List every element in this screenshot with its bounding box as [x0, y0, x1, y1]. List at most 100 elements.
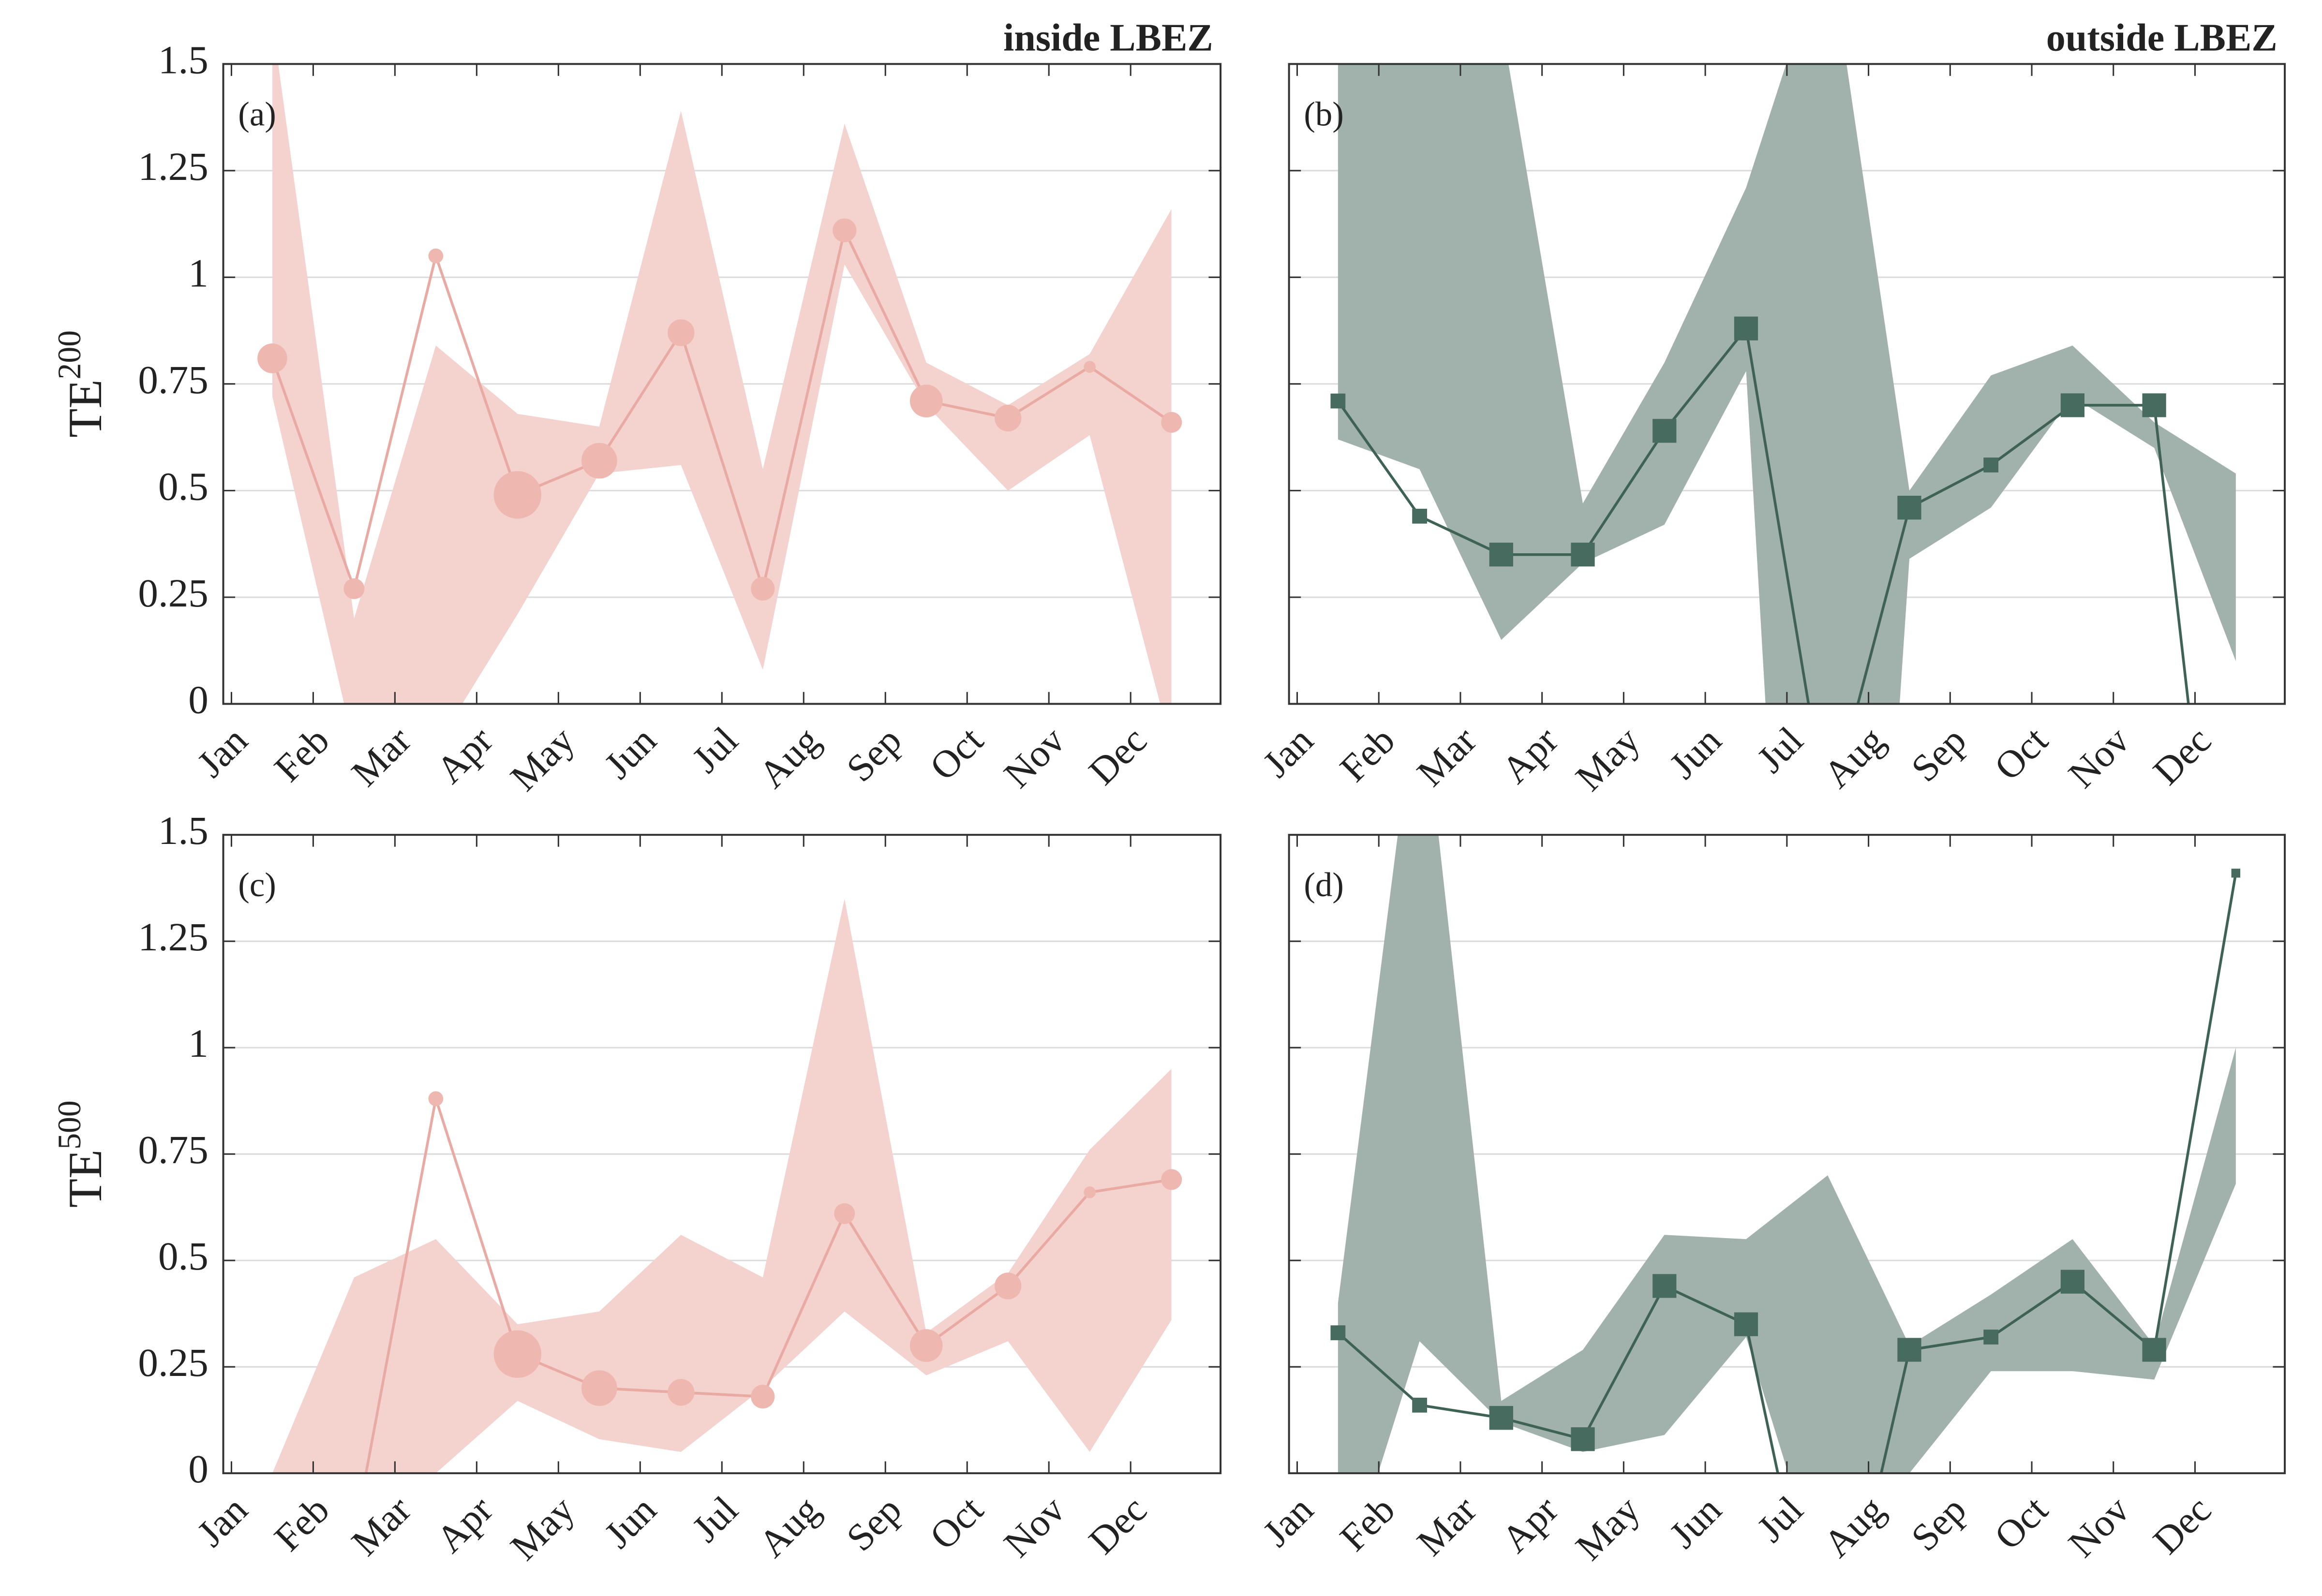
marker — [343, 578, 365, 599]
x-tick-label: Apr — [428, 719, 501, 792]
x-tick-label: May — [503, 719, 583, 799]
marker — [668, 1379, 695, 1406]
y-axis-label: TE200 — [51, 330, 112, 438]
marker — [1983, 1330, 1999, 1345]
y-axis-label-main: TE — [59, 1150, 112, 1208]
line — [271, 226, 1173, 594]
x-tick-label: Mar — [343, 1488, 419, 1564]
line — [1337, 325, 2190, 704]
x-tick-label: Jan — [1255, 719, 1322, 786]
y-tick-label: 1.25 — [138, 915, 208, 959]
x-tick-label: Sep — [839, 1488, 910, 1559]
y-axis-label-main: TE — [59, 379, 112, 437]
marker — [493, 1330, 542, 1378]
x-tick-label: Sep — [1904, 1488, 1975, 1559]
y-axis-label-sup: 200 — [51, 330, 88, 380]
x-tick-label: Apr — [1494, 719, 1566, 792]
panel-title: inside LBEZ — [1003, 17, 1213, 59]
marker — [1412, 1397, 1427, 1413]
marker — [1412, 508, 1427, 524]
panel-label: (c) — [238, 866, 276, 904]
axes-frame — [1288, 834, 2286, 1475]
x-tick-label: Oct — [922, 719, 992, 789]
y-axis-label: TE500 — [51, 1100, 112, 1208]
x-tick-label: May — [503, 1488, 583, 1568]
y-tick-label: 0.75 — [138, 357, 208, 402]
plot-area — [223, 835, 1221, 1474]
marker — [833, 218, 857, 242]
marker — [668, 319, 695, 346]
marker — [1330, 393, 1346, 409]
y-tick-label: 0 — [188, 1447, 208, 1491]
marker — [428, 1091, 444, 1107]
x-tick-label: Apr — [428, 1488, 501, 1561]
marker — [909, 384, 943, 417]
axes-frame — [222, 63, 1222, 705]
panel-label: (a) — [238, 95, 276, 133]
marker — [1571, 543, 1595, 567]
y-tick-label: 1.5 — [158, 808, 208, 853]
y-tick-label: 1.25 — [138, 144, 208, 189]
panel-label: (d) — [1304, 866, 1344, 904]
marker — [1330, 1325, 1346, 1341]
marker — [1734, 1312, 1758, 1336]
marker — [995, 1272, 1022, 1300]
marker — [834, 1203, 855, 1224]
x-tick-label: Feb — [1332, 1488, 1403, 1559]
y-tick-label: 0.5 — [158, 1234, 208, 1278]
x-tick-label: Oct — [1986, 719, 2056, 789]
x-tick-label: Aug — [751, 1488, 828, 1566]
marker — [1734, 316, 1758, 340]
marker — [1489, 543, 1513, 567]
marker — [1084, 1186, 1096, 1198]
x-tick-label: Jan — [189, 719, 256, 786]
marker — [909, 1329, 943, 1362]
y-tick-label: 1.5 — [158, 37, 208, 82]
x-tick-label: Sep — [839, 719, 910, 790]
y-tick-label: 0 — [188, 677, 208, 722]
marker — [2231, 869, 2241, 878]
x-tick-label: Dec — [2145, 719, 2219, 793]
panel: Jan Feb Mar Apr May Jun Jul Aug Sep Oct Nov Dec (d) — [1255, 834, 2286, 1568]
plot-area — [1289, 64, 2285, 831]
x-tick-label: Jun — [1662, 1488, 1730, 1556]
band — [1338, 835, 2236, 1474]
x-tick-label: Jul — [1749, 719, 1811, 781]
marker — [1897, 1338, 1921, 1362]
x-tick-label: Aug — [1816, 719, 1893, 797]
axes-frame — [222, 834, 1222, 1475]
x-tick-label: Feb — [267, 719, 338, 790]
axes-frame — [1288, 63, 2286, 705]
x-tick-label: Jul — [684, 1488, 746, 1550]
marker — [1983, 458, 1999, 473]
x-tick-label: Apr — [1494, 1488, 1566, 1561]
y-axis-label-sup: 500 — [51, 1100, 88, 1150]
marker — [1816, 807, 1840, 831]
marker — [1897, 496, 1921, 520]
marker — [581, 1370, 617, 1406]
marker — [2060, 1270, 2085, 1294]
marker — [1161, 412, 1182, 433]
x-tick-label: Mar — [343, 719, 419, 795]
y-tick-label: 0.25 — [138, 571, 208, 615]
panel: 0 0.25 0.5 0.75 1 1.25 1.5 Jan Feb Mar Apr May Jun Ju… — [51, 808, 1222, 1568]
marker — [751, 576, 775, 601]
marker — [1571, 1427, 1595, 1451]
marker — [1084, 361, 1096, 373]
x-tick-label: Jan — [1255, 1488, 1322, 1555]
marker — [1652, 1274, 1677, 1298]
panel-label: (b) — [1304, 95, 1344, 133]
x-tick-label: Dec — [2145, 1488, 2219, 1562]
y-tick-label: 1 — [188, 251, 208, 295]
x-tick-label: Jun — [1662, 719, 1730, 787]
marker — [2060, 393, 2085, 417]
x-tick-label: Jun — [596, 1488, 665, 1556]
x-tick-label: Nov — [996, 1488, 1073, 1566]
x-tick-label: Oct — [922, 1488, 992, 1558]
marker — [581, 443, 617, 479]
marker — [1489, 1406, 1513, 1430]
x-tick-label: Mar — [1409, 1488, 1485, 1564]
x-tick-label: Jun — [596, 719, 665, 787]
line — [1337, 872, 2237, 1474]
x-tick-label: Feb — [267, 1488, 338, 1559]
